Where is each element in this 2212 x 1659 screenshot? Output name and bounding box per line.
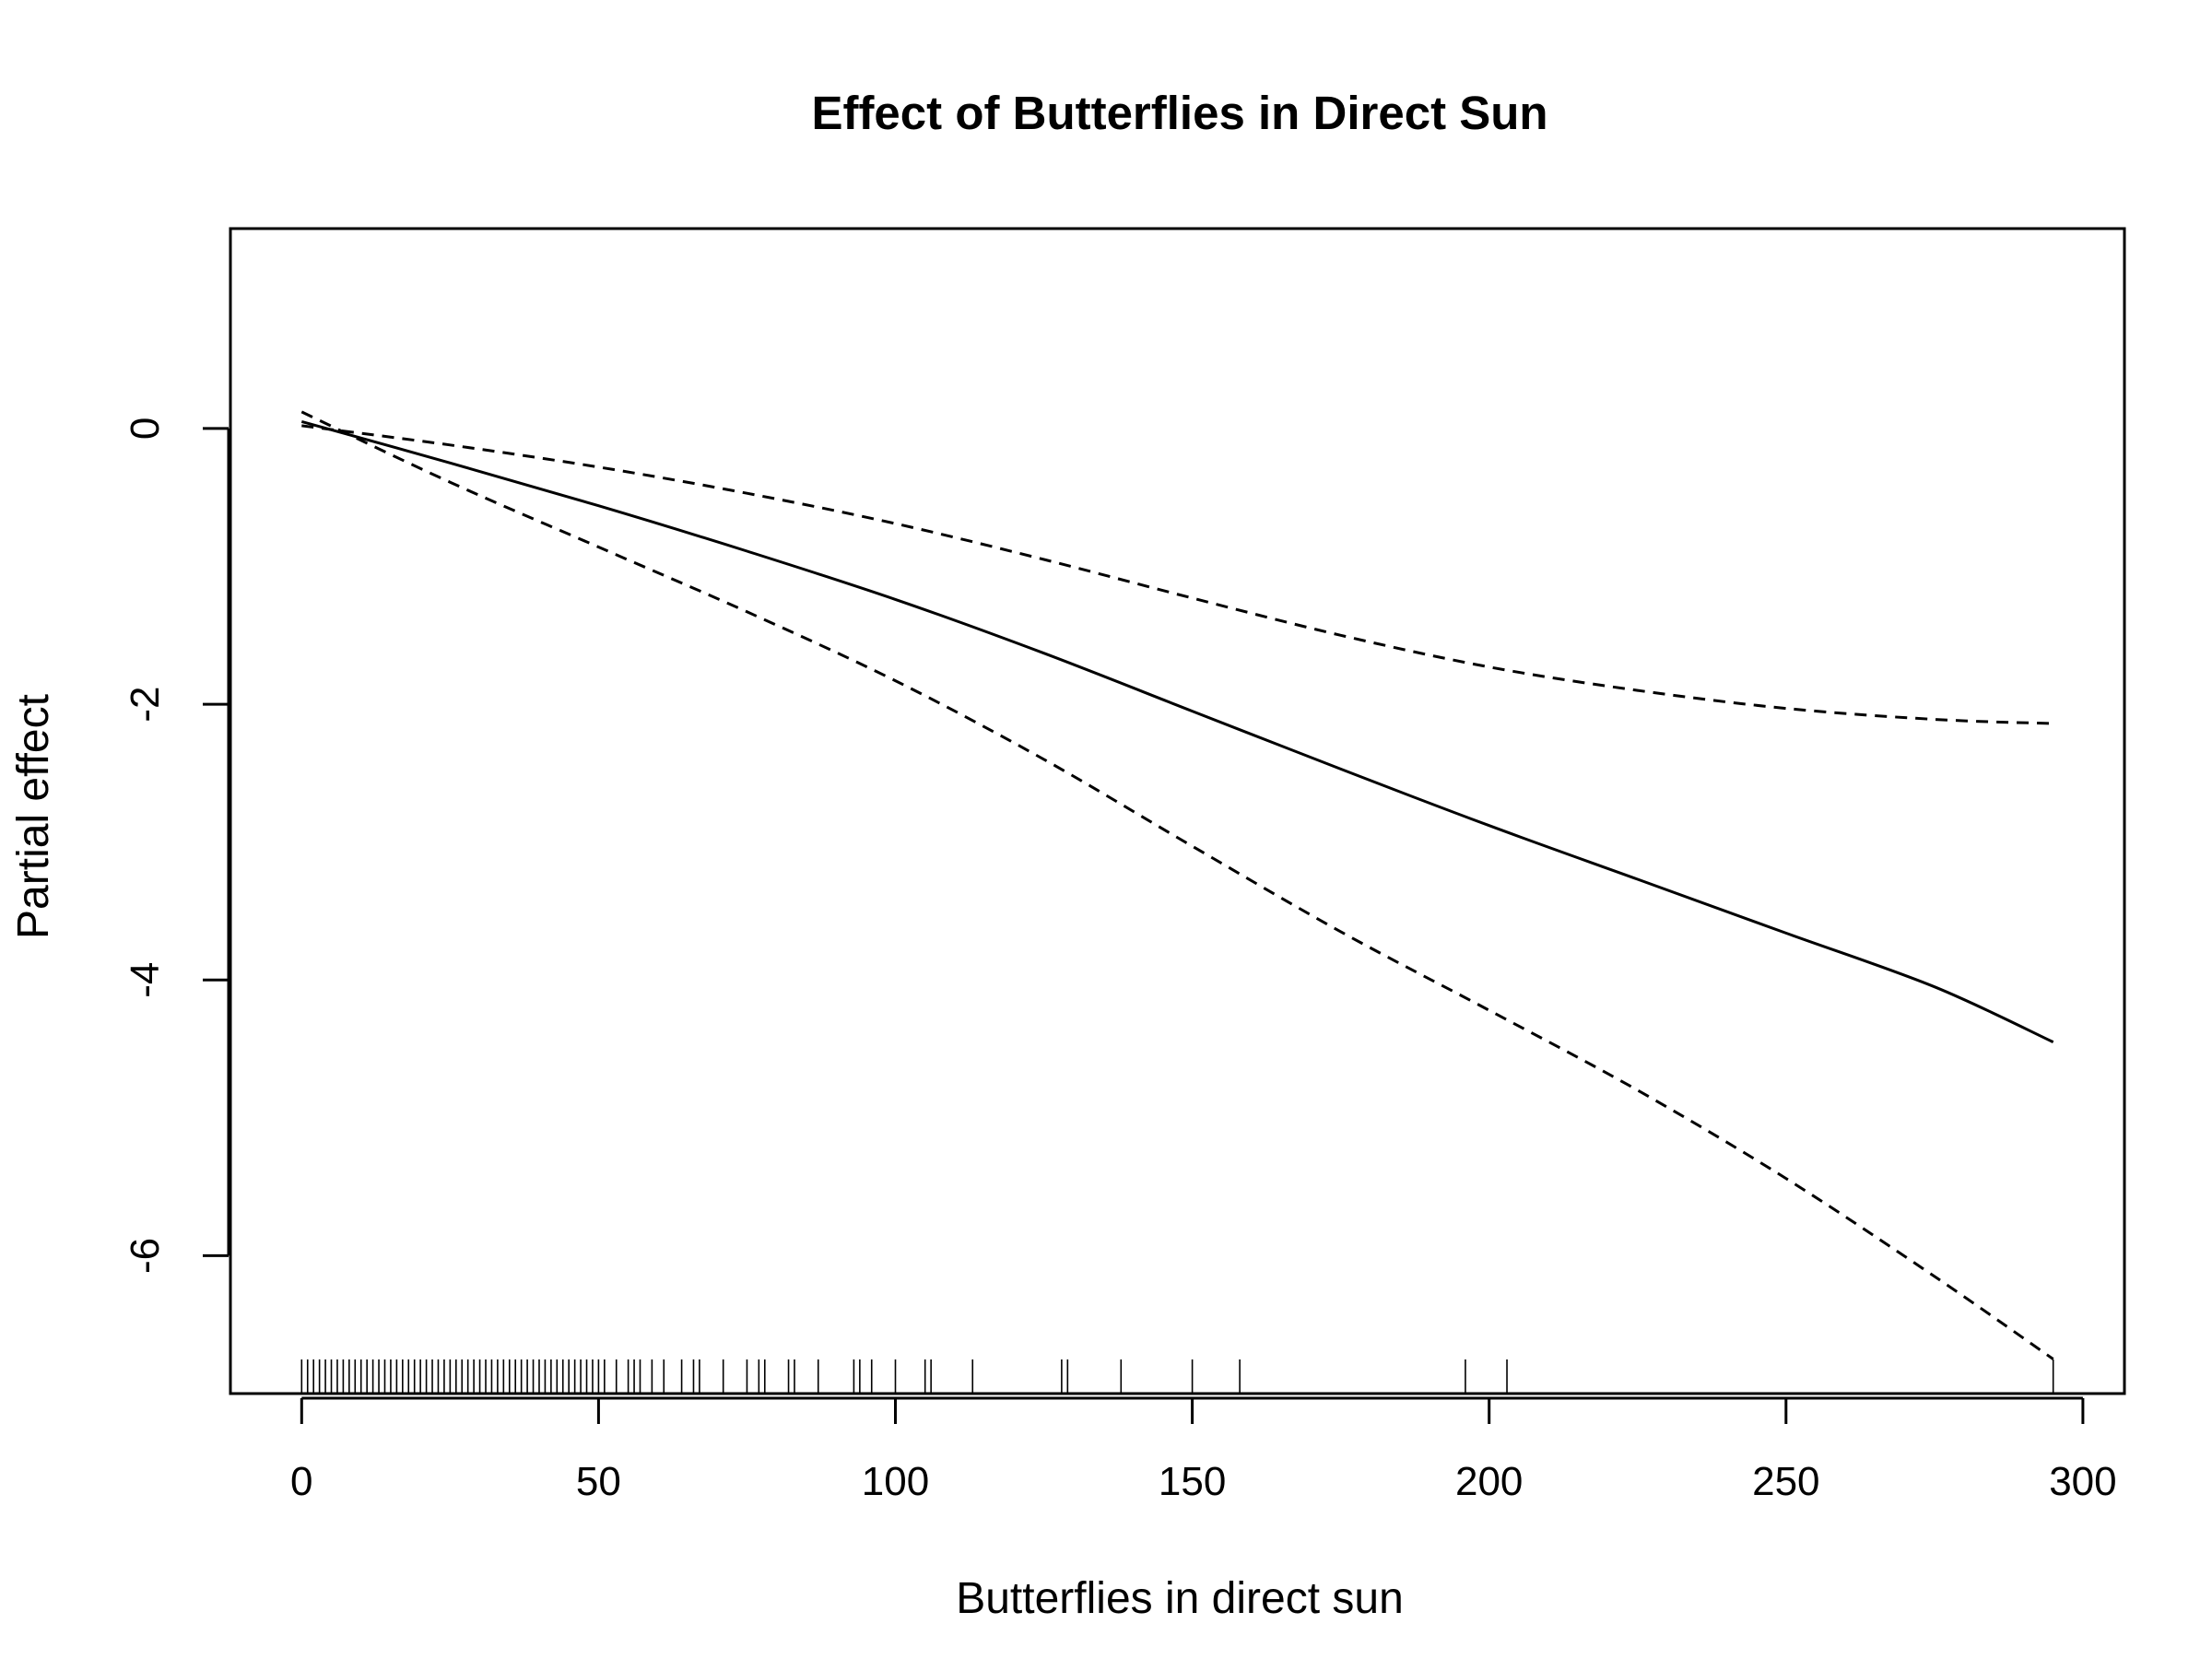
- x-tick-label: 150: [1159, 1459, 1226, 1504]
- x-axis: 0 50 100 150 200 250 300: [290, 1396, 2117, 1504]
- y-tick-label: -2: [123, 687, 168, 723]
- partial-effect-line: [300, 419, 2054, 1043]
- lower-confidence-line: [300, 410, 2054, 1360]
- x-tick-label: 300: [2049, 1459, 2116, 1504]
- chart-title: Effect of Butterflies in Direct Sun: [811, 87, 1547, 139]
- x-tick-label: 250: [1752, 1459, 1819, 1504]
- plot-frame: [229, 227, 2126, 1395]
- x-tick-label: 100: [862, 1459, 929, 1504]
- x-tick-label: 200: [1455, 1459, 1523, 1504]
- y-tick-label: -4: [123, 962, 168, 998]
- y-axis-label: Partial effect: [9, 694, 58, 939]
- x-tick-label: 0: [290, 1459, 312, 1504]
- y-tick-label: -6: [123, 1238, 168, 1274]
- plot-area: [300, 410, 2054, 1394]
- x-tick-label: 50: [576, 1459, 621, 1504]
- x-axis-label: Butterflies in direct sun: [956, 1574, 1404, 1623]
- y-tick-label: 0: [123, 418, 168, 440]
- y-axis: 0 -2 -4 -6: [123, 418, 230, 1274]
